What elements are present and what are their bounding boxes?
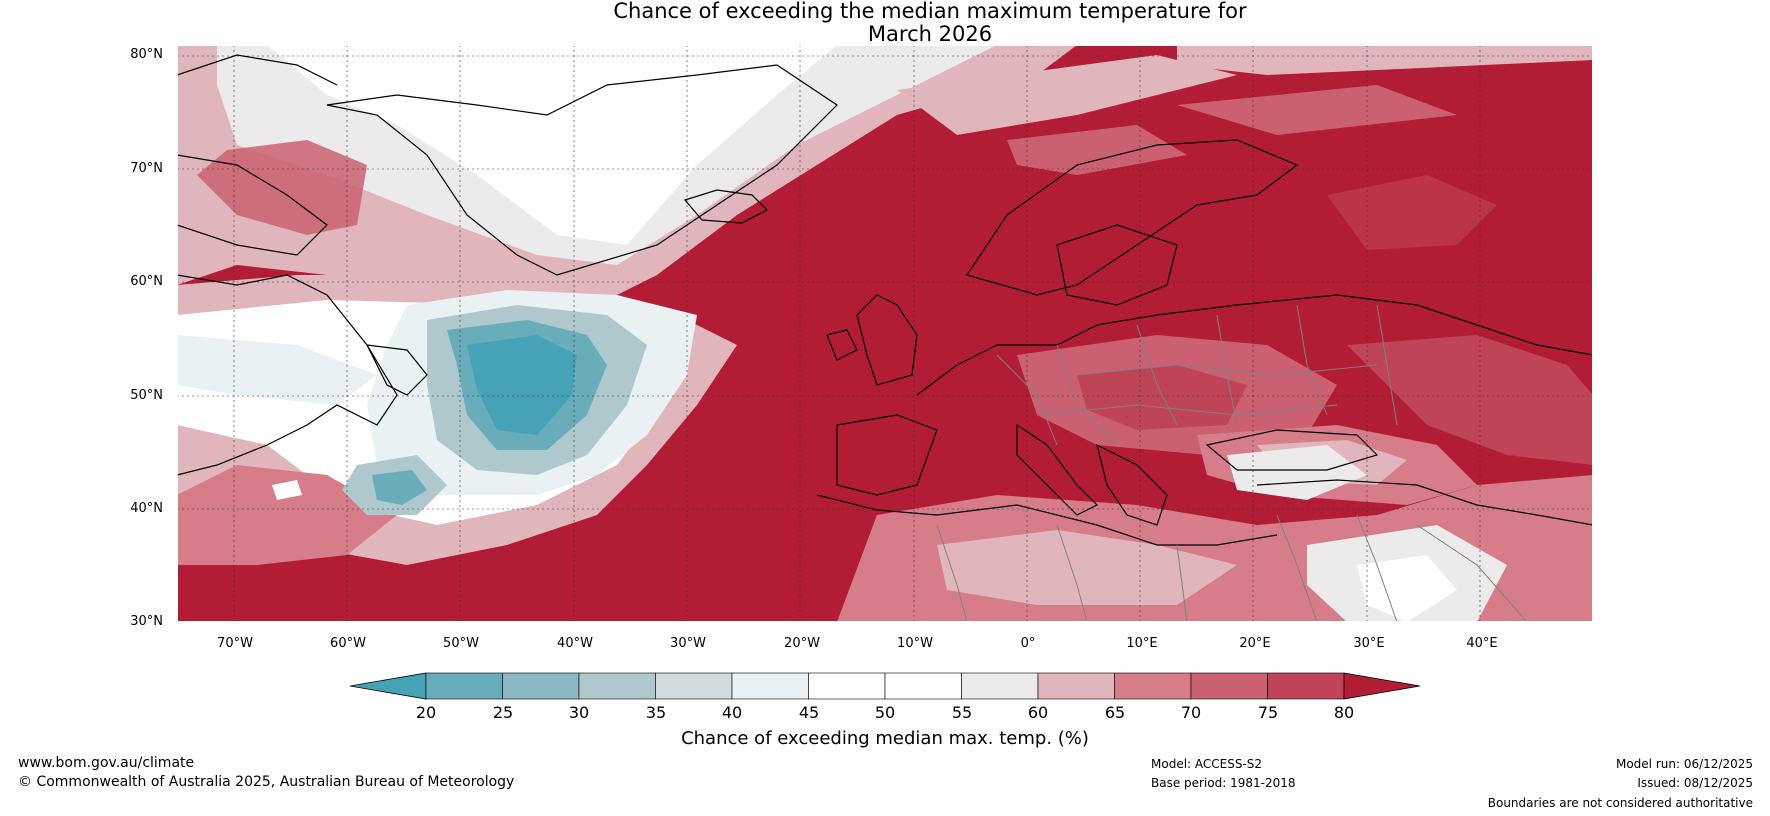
colorbar-cells xyxy=(425,672,1345,700)
lon-label: 20°E xyxy=(1239,636,1271,651)
lon-label: 40°E xyxy=(1466,636,1498,651)
lat-label: 30°N xyxy=(130,614,163,629)
colorbar-cell xyxy=(655,672,733,700)
colorbar-tick: 80 xyxy=(1333,703,1355,722)
colorbar-cell xyxy=(1037,672,1115,700)
lon-label: 30°W xyxy=(670,636,706,651)
coastlines xyxy=(177,54,1593,546)
lon-label: 50°W xyxy=(443,636,479,651)
footer-base-period: Base period: 1981-2018 xyxy=(1151,776,1296,790)
chart-title: Chance of exceeding the median maximum t… xyxy=(0,0,1770,46)
colorbar-cell xyxy=(425,672,503,700)
colorbar-extend-high xyxy=(1343,672,1420,700)
colorbar-tick: 65 xyxy=(1104,703,1126,722)
footer-issued: Issued: 08/12/2025 xyxy=(1637,776,1753,790)
colorbar-tick: 60 xyxy=(1027,703,1049,722)
colorbar-cell xyxy=(1190,672,1268,700)
lon-label: 10°W xyxy=(897,636,933,651)
lon-label: 10°E xyxy=(1126,636,1158,651)
footer-copyright: © Commonwealth of Australia 2025, Austra… xyxy=(18,774,515,790)
colorbar-cell xyxy=(578,672,656,700)
map-border xyxy=(177,45,1593,622)
colorbar-cell xyxy=(961,672,1039,700)
colorbar-cell xyxy=(1114,672,1192,700)
arctic-pale-zone xyxy=(177,45,1593,305)
lat-label: 60°N xyxy=(130,274,163,289)
colorbar-tick: 40 xyxy=(721,703,743,722)
lon-label: 20°W xyxy=(784,636,820,651)
country-borders xyxy=(936,304,1528,622)
colorbar-tick: 70 xyxy=(1180,703,1202,722)
africa-middleeast-zone xyxy=(837,445,1593,622)
colorbar-label: Chance of exceeding median max. temp. (%… xyxy=(681,728,1089,749)
colorbar-cell xyxy=(884,672,962,700)
lon-label: 60°W xyxy=(330,636,366,651)
footer-model-run: Model run: 06/12/2025 xyxy=(1615,757,1753,771)
lat-label: 50°N xyxy=(130,388,163,403)
colorbar-cell xyxy=(731,672,809,700)
colorbar-cell xyxy=(808,672,886,700)
footer-website[interactable]: www.bom.gov.au/climate xyxy=(18,755,195,771)
colorbar-tick: 30 xyxy=(568,703,590,722)
lon-label: 70°W xyxy=(217,636,253,651)
footer-model: Model: ACCESS-S2 xyxy=(1151,757,1263,771)
lon-label: 0° xyxy=(1020,636,1036,651)
lat-label: 40°N xyxy=(130,501,163,516)
colorbar-cell xyxy=(1267,672,1345,700)
colorbar-extend-low xyxy=(350,672,427,700)
colorbar-tick: 25 xyxy=(492,703,514,722)
lon-label: 40°W xyxy=(557,636,593,651)
probability-map[interactable] xyxy=(177,45,1593,622)
colorbar-tick: 75 xyxy=(1257,703,1279,722)
colorbar-tick: 20 xyxy=(415,703,437,722)
colorbar-tick: 55 xyxy=(951,703,973,722)
lon-label: 30°E xyxy=(1353,636,1385,651)
colorbar-tick: 45 xyxy=(798,703,820,722)
lat-label: 70°N xyxy=(130,161,163,176)
colorbar xyxy=(350,672,1420,700)
colorbar-tick: 50 xyxy=(874,703,896,722)
colorbar-tick: 35 xyxy=(645,703,667,722)
title-line-1: Chance of exceeding the median maximum t… xyxy=(613,0,1247,23)
cold-anomaly-zone xyxy=(272,290,697,515)
footer-disclaimer: Boundaries are not considered authoritat… xyxy=(1487,796,1753,810)
title-line-2: March 2026 xyxy=(867,22,993,46)
colorbar-cell xyxy=(502,672,580,700)
lat-label: 80°N xyxy=(130,47,163,62)
